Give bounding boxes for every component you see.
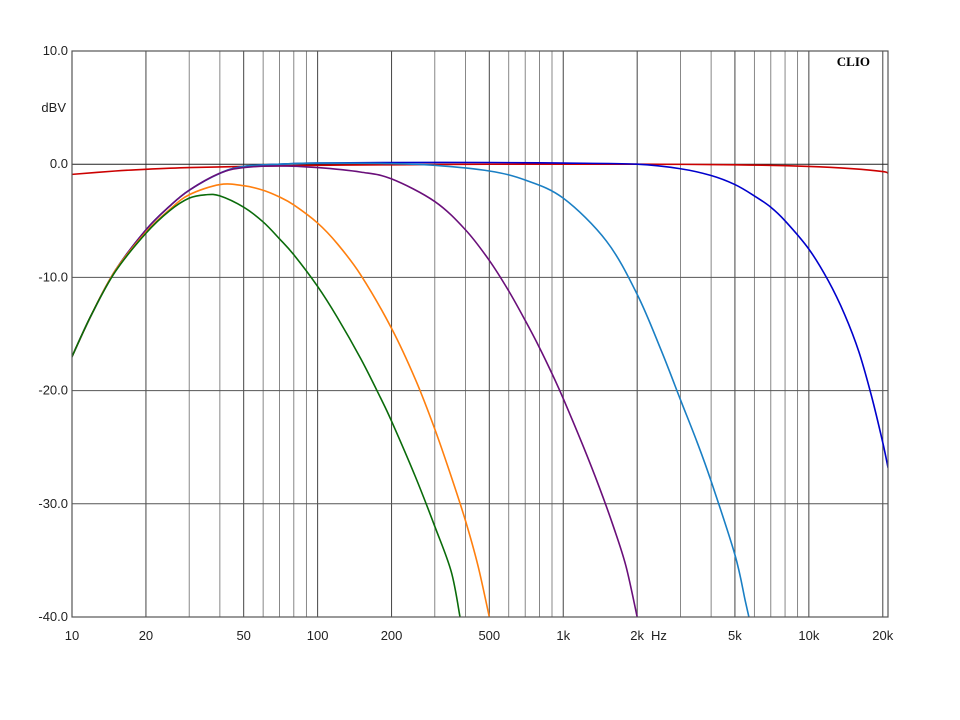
y-tick-label: -30.0 xyxy=(38,496,68,511)
brand-label: CLIO xyxy=(837,54,870,69)
x-unit-label: Hz xyxy=(651,628,667,643)
y-axis-label: dBV xyxy=(41,100,66,115)
x-tick-label: 10k xyxy=(798,628,819,643)
x-tick-label: 50 xyxy=(236,628,250,643)
x-tick-label: 5k xyxy=(728,628,742,643)
x-tick-label: 2k xyxy=(630,628,644,643)
x-tick-label: 20 xyxy=(139,628,153,643)
y-tick-label: 0.0 xyxy=(50,156,68,171)
x-tick-label: 100 xyxy=(307,628,329,643)
y-tick-labels: 10.0 0.0 -10.0 -20.0 -30.0 -40.0 xyxy=(38,43,68,624)
series-line-4 xyxy=(72,165,638,617)
x-tick-label: 20k xyxy=(872,628,893,643)
x-tick-label: 200 xyxy=(381,628,403,643)
series-line-6 xyxy=(72,193,461,617)
series-line-1 xyxy=(72,163,888,176)
y-tick-label: -10.0 xyxy=(38,269,68,284)
x-tick-label: 1k xyxy=(556,628,570,643)
x-tick-label: 500 xyxy=(478,628,500,643)
x-tick-label: 10 xyxy=(65,628,79,643)
series-group xyxy=(72,161,888,617)
x-tick-labels: 10 20 50 100 200 500 1k 2k 5k 10k 20k xyxy=(65,628,894,643)
y-tick-label: 10.0 xyxy=(43,43,68,58)
plot-border xyxy=(71,50,889,618)
plot-background xyxy=(72,51,888,617)
y-tick-label: -40.0 xyxy=(38,609,68,624)
y-tick-label: -20.0 xyxy=(38,383,68,398)
